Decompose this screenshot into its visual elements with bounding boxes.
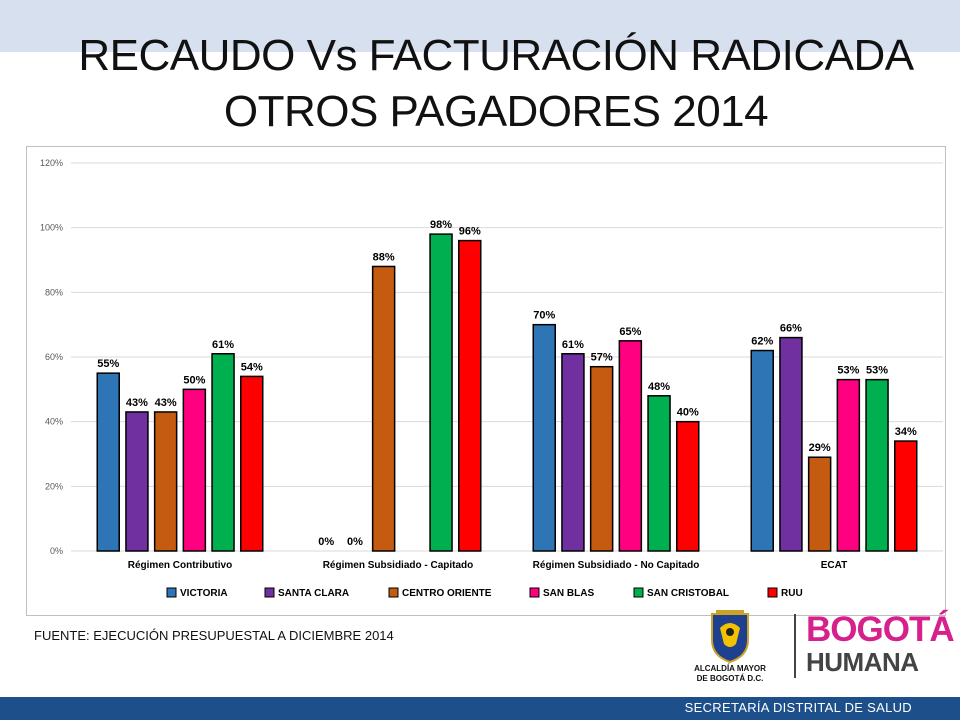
source-note: FUENTE: EJECUCIÓN PRESUPUESTAL A DICIEMB… [34,628,394,643]
data-label: 65% [619,326,641,338]
data-label: 50% [183,374,205,386]
y-tick-label: 20% [45,481,63,491]
bar [779,336,803,552]
legend-label: SAN CRISTOBAL [647,588,729,599]
bar [618,340,643,552]
bar [458,239,482,552]
bar [589,365,614,552]
data-label: 57% [591,352,613,364]
data-label: 98% [430,219,452,231]
data-label: 54% [241,361,263,373]
bar [96,372,120,552]
y-tick-label: 80% [45,287,63,297]
data-label: 48% [648,381,670,393]
bar [561,353,585,552]
alcaldia-logo-text: ALCALDÍA MAYOR DE BOGOTÁ D.C. [680,664,780,684]
data-label: 55% [97,358,119,370]
logo-divider [794,614,796,678]
title-line-1: RECAUDO Vs FACTURACIÓN RADICADA [78,31,914,80]
legend-label: VICTORIA [180,588,228,599]
legend-swatch [388,587,399,598]
data-label: 43% [155,397,177,409]
bar [676,420,700,552]
y-tick-label: 40% [45,417,63,427]
x-category-label: Régimen Contributivo [128,560,232,571]
y-tick-label: 100% [40,223,63,233]
bogota-humana-line-2: HUMANA [806,647,919,677]
bar [153,411,178,552]
bar [865,378,889,552]
bar [894,440,918,552]
bar-chart: 0% 20% 40% 60% 80% 100% 120% 55% 43% 43% 50% 61% 54%… [40,158,943,599]
data-label: 53% [866,365,888,377]
bogota-humana-line-1: BOGOTÁ [806,610,955,649]
slide-title: RECAUDO Vs FACTURACIÓN RADICADA OTROS PA… [0,28,960,140]
footer-text: SECRETARÍA DISTRITAL DE SALUD [684,700,912,715]
bar [836,378,861,552]
data-label: 66% [780,323,802,335]
alcaldia-line-1: ALCALDÍA MAYOR [694,664,766,673]
bar [647,395,671,552]
data-label: 43% [126,397,148,409]
y-tick-label: 60% [45,352,63,362]
bar [125,411,149,552]
title-line-2: OTROS PAGADORES 2014 [223,87,769,136]
x-category-label: Régimen Subsidiado - Capitado [323,560,474,571]
y-tick-label: 120% [40,158,63,168]
y-tick-label: 0% [50,546,63,556]
data-label: 0% [318,536,334,548]
bar [532,323,556,552]
alcaldia-line-2: DE BOGOTÁ D.C. [696,674,764,683]
bar [429,233,453,552]
data-label: 34% [895,426,917,438]
legend-swatch [633,587,644,598]
legend-swatch [767,587,778,598]
legend-label: SAN BLAS [543,588,594,599]
legend-label: RUU [781,588,803,599]
data-label: 29% [809,442,831,454]
data-label: 40% [677,407,699,419]
bogota-humana-logo: BOGOTÁ HUMANA [806,610,955,678]
bar [211,353,235,552]
x-category-label: Régimen Subsidiado - No Capitado [533,560,700,571]
bar [182,388,207,552]
bogota-coat-of-arms-icon [711,610,749,664]
header-band [0,0,960,52]
x-category-label: ECAT [821,560,847,571]
data-label: 62% [751,336,773,348]
data-label: 0% [347,536,363,548]
data-label: 61% [212,339,234,351]
chart-area: 0% 20% 40% 60% 80% 100% 120% 55% 43% 43% 50% 61% 54%… [26,146,946,616]
bar [807,456,832,552]
bar [371,265,396,552]
data-label: 53% [837,365,859,377]
data-label: 61% [562,339,584,351]
legend-label: CENTRO ORIENTE [402,588,492,599]
alcaldia-logo: ALCALDÍA MAYOR DE BOGOTÁ D.C. [680,610,780,692]
bar [750,349,774,552]
legend-swatch [529,587,540,598]
footer-bar: SECRETARÍA DISTRITAL DE SALUD [0,697,960,720]
data-label: 70% [533,310,555,322]
data-label: 96% [459,226,481,238]
legend-swatch [166,587,177,598]
data-label: 88% [373,251,395,263]
legend-label: SANTA CLARA [278,588,349,599]
bar [240,375,264,552]
legend-swatch [264,587,275,598]
